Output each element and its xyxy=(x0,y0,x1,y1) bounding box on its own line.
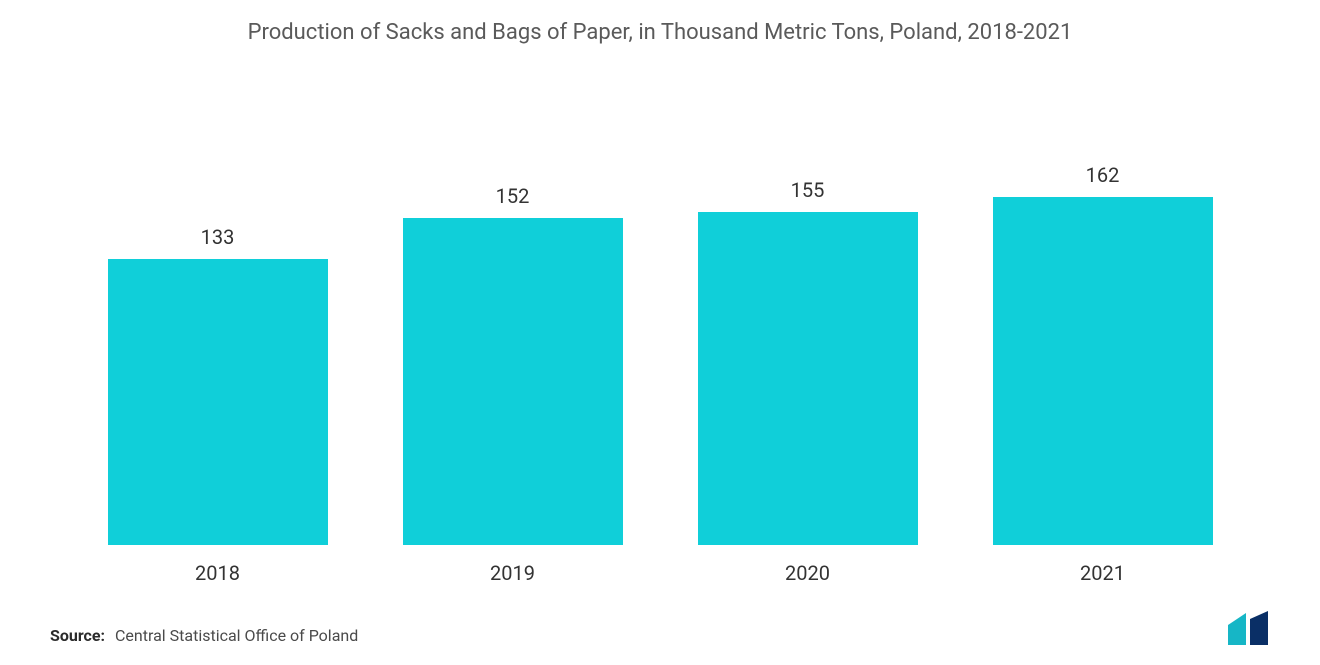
bar-rect xyxy=(108,259,328,545)
x-axis-label: 2019 xyxy=(365,561,660,585)
source-text: Central Statistical Office of Poland xyxy=(115,626,358,645)
x-axis-label: 2021 xyxy=(955,561,1250,585)
chart-title: Production of Sacks and Bags of Paper, i… xyxy=(50,20,1270,45)
bar-slot: 133 xyxy=(70,75,365,545)
bar-value-label: 133 xyxy=(201,225,235,249)
bar-rect xyxy=(698,212,918,545)
source-label: Source: xyxy=(50,626,105,645)
source-footer: Source: Central Statistical Office of Po… xyxy=(50,626,358,645)
bar-slot: 162 xyxy=(955,75,1250,545)
bar-value-label: 152 xyxy=(496,184,530,208)
x-axis-labels: 2018201920202021 xyxy=(50,561,1270,585)
x-axis-label: 2020 xyxy=(660,561,955,585)
bar-slot: 152 xyxy=(365,75,660,545)
bar-value-label: 162 xyxy=(1086,163,1120,187)
bar-slot: 155 xyxy=(660,75,955,545)
chart-container: Production of Sacks and Bags of Paper, i… xyxy=(0,0,1320,665)
bar-rect xyxy=(993,197,1213,545)
brand-logo-icon xyxy=(1226,611,1280,645)
bar-value-label: 155 xyxy=(791,178,825,202)
x-axis-label: 2018 xyxy=(70,561,365,585)
bar-rect xyxy=(403,218,623,545)
plot-area: 133 152 155 162 xyxy=(50,75,1270,545)
